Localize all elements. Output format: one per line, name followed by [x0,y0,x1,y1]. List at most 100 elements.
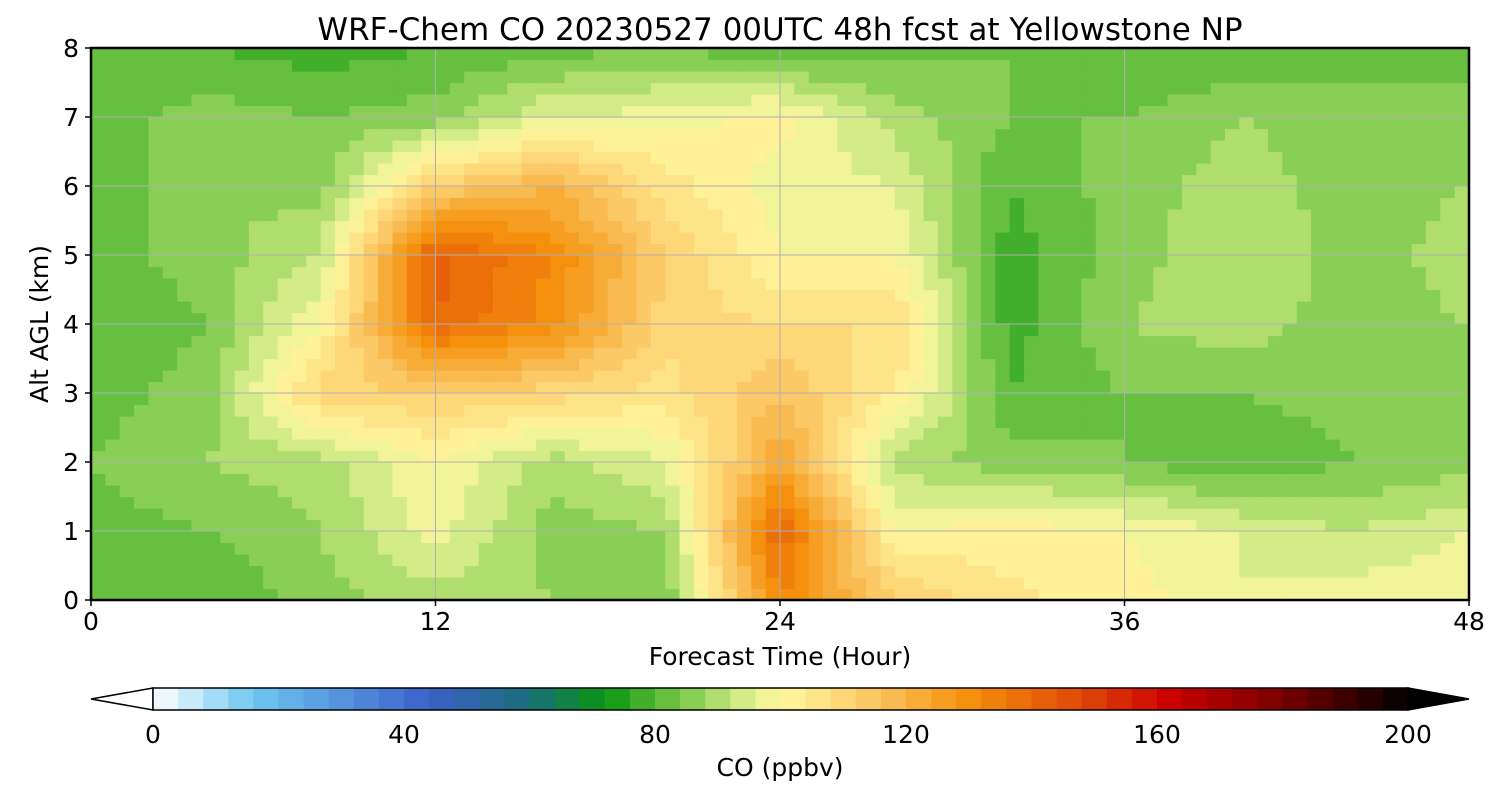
heatmap-cell [980,243,996,256]
heatmap-cell [1339,450,1355,463]
heatmap-cell [564,324,580,337]
heatmap-cell [622,393,638,406]
heatmap-cell [191,71,207,84]
heatmap-cell [909,370,925,383]
heatmap-cell [535,335,551,348]
heatmap-cell [205,485,221,498]
heatmap-cell [1411,312,1427,325]
heatmap-cell [966,427,982,440]
heatmap-cell [134,117,150,130]
heatmap-cell [1081,312,1097,325]
heatmap-cell [966,209,982,222]
heatmap-cell [507,554,523,567]
heatmap-cell [378,565,394,578]
heatmap-cell [564,542,580,555]
heatmap-cell [923,427,939,440]
heatmap-cell [1024,577,1039,590]
heatmap-cell [421,519,437,532]
heatmap-cell [980,370,996,383]
heatmap-cell [1425,243,1441,256]
heatmap-cell [349,255,365,268]
heatmap-cell [91,94,106,107]
heatmap-cell [722,588,738,600]
heatmap-cell [823,209,839,222]
heatmap-cell [449,266,465,279]
heatmap-cell [162,312,178,325]
heatmap-cell [837,416,853,429]
heatmap-cell [923,404,939,417]
heatmap-cell [464,335,480,348]
heatmap-cell [1138,278,1154,291]
heatmap-cell [765,301,781,314]
heatmap-cell [507,266,523,279]
heatmap-cell [1052,174,1068,187]
heatmap-cell [435,197,451,210]
heatmap-cell [1454,531,1469,544]
heatmap-cell [579,174,594,187]
heatmap-cell [320,473,336,486]
heatmap-cell [335,82,350,95]
heatmap-cell [1210,335,1226,348]
heatmap-cell [808,140,824,153]
heatmap-cell [335,358,350,371]
heatmap-cell [306,266,322,279]
heatmap-cell [306,174,322,187]
heatmap-cell [435,393,451,406]
heatmap-cell [1138,59,1154,72]
heatmap-cell [492,554,508,567]
heatmap-cell [1124,588,1140,600]
heatmap-cell [564,496,580,509]
heatmap-cell [1024,151,1039,164]
colorbar-segment [404,688,430,710]
heatmap-cell [1196,174,1212,187]
heatmap-cell [1368,312,1384,325]
heatmap-cell [277,588,293,600]
heatmap-cell [392,381,408,394]
heatmap-cell [1268,243,1283,256]
heatmap-cell [550,450,566,463]
heatmap-cell [1167,462,1183,475]
heatmap-cell [980,266,996,279]
heatmap-cell [1354,82,1370,95]
heatmap-cell [1411,243,1427,256]
heatmap-cell [1368,324,1384,337]
heatmap-cell [1110,473,1126,486]
heatmap-cell [837,48,853,61]
heatmap-cell [105,59,121,72]
heatmap-cell [736,554,752,567]
heatmap-cell [535,59,551,72]
heatmap-cell [880,404,896,417]
heatmap-cell [507,542,523,555]
heatmap-cell [1210,186,1226,199]
heatmap-cell [1296,301,1312,314]
heatmap-cell [521,393,537,406]
heatmap-cell [320,289,336,302]
heatmap-cell [1167,508,1183,521]
heatmap-cell [550,278,566,291]
heatmap-cell [392,94,408,107]
heatmap-cell [335,289,350,302]
heatmap-cell [1339,577,1355,590]
heatmap-cell [622,450,638,463]
heatmap-cell [937,140,953,153]
heatmap-cell [851,140,867,153]
heatmap-cell [1311,209,1327,222]
heatmap-cell [148,140,164,153]
heatmap-cell [937,450,953,463]
heatmap-cell [105,105,121,118]
heatmap-cell [1397,462,1413,475]
heatmap-cell [492,358,508,371]
heatmap-cell [535,117,551,130]
heatmap-cell [1210,531,1226,544]
heatmap-cell [980,508,996,521]
heatmap-cell [966,473,982,486]
heatmap-cell [1067,59,1083,72]
heatmap-cell [1224,117,1240,130]
heatmap-cell [751,462,767,475]
heatmap-cell [736,255,752,268]
heatmap-cell [162,496,178,509]
heatmap-cell [435,358,451,371]
heatmap-cell [1224,209,1240,222]
heatmap-cell [593,450,609,463]
heatmap-cell [220,485,236,498]
